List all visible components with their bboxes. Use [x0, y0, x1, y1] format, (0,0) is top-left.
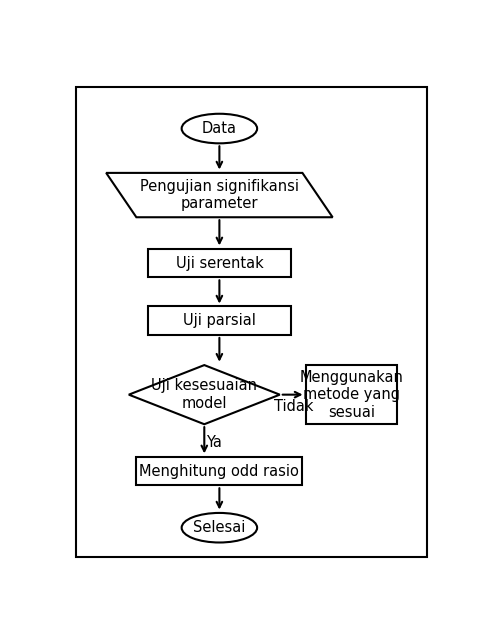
- Text: Pengujian signifikansi
parameter: Pengujian signifikansi parameter: [140, 179, 299, 211]
- Polygon shape: [129, 365, 280, 424]
- Bar: [148, 249, 291, 277]
- Ellipse shape: [182, 513, 257, 543]
- Ellipse shape: [182, 114, 257, 143]
- Bar: [148, 307, 291, 335]
- Bar: [306, 365, 397, 424]
- Text: Selesai: Selesai: [193, 520, 245, 535]
- Text: Uji kesesuaian
model: Uji kesesuaian model: [151, 378, 257, 411]
- Text: Tidak: Tidak: [274, 399, 314, 415]
- Text: Ya: Ya: [206, 435, 222, 450]
- Text: Menghitung odd rasio: Menghitung odd rasio: [139, 463, 300, 479]
- Polygon shape: [106, 173, 333, 217]
- Bar: [136, 457, 302, 485]
- Text: Uji parsial: Uji parsial: [183, 313, 256, 328]
- Text: Data: Data: [202, 121, 237, 136]
- Text: Menggunakan
metode yang
sesuai: Menggunakan metode yang sesuai: [300, 370, 403, 420]
- Text: Uji serentak: Uji serentak: [175, 255, 263, 271]
